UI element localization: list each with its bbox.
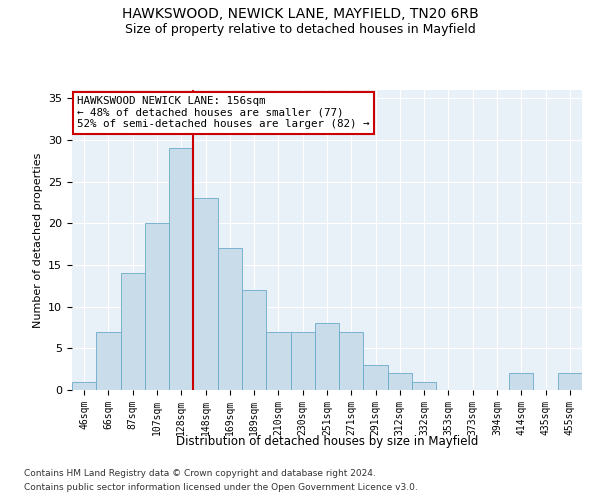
Bar	[145, 224, 169, 390]
Text: HAWKSWOOD NEWICK LANE: 156sqm
← 48% of detached houses are smaller (77)
52% of s: HAWKSWOOD NEWICK LANE: 156sqm ← 48% of d…	[77, 96, 370, 129]
Bar	[96, 332, 121, 390]
Bar	[315, 324, 339, 390]
Bar	[169, 148, 193, 390]
Bar	[364, 365, 388, 390]
Bar	[121, 274, 145, 390]
Bar	[558, 374, 582, 390]
Bar	[388, 374, 412, 390]
Bar	[290, 332, 315, 390]
Bar	[72, 382, 96, 390]
Y-axis label: Number of detached properties: Number of detached properties	[32, 152, 43, 328]
Text: Contains public sector information licensed under the Open Government Licence v3: Contains public sector information licen…	[24, 484, 418, 492]
Bar	[193, 198, 218, 390]
Text: Size of property relative to detached houses in Mayfield: Size of property relative to detached ho…	[125, 22, 475, 36]
Text: HAWKSWOOD, NEWICK LANE, MAYFIELD, TN20 6RB: HAWKSWOOD, NEWICK LANE, MAYFIELD, TN20 6…	[122, 8, 478, 22]
Text: Distribution of detached houses by size in Mayfield: Distribution of detached houses by size …	[176, 435, 478, 448]
Bar	[412, 382, 436, 390]
Bar	[339, 332, 364, 390]
Bar	[509, 374, 533, 390]
Text: Contains HM Land Registry data © Crown copyright and database right 2024.: Contains HM Land Registry data © Crown c…	[24, 468, 376, 477]
Bar	[266, 332, 290, 390]
Bar	[218, 248, 242, 390]
Bar	[242, 290, 266, 390]
